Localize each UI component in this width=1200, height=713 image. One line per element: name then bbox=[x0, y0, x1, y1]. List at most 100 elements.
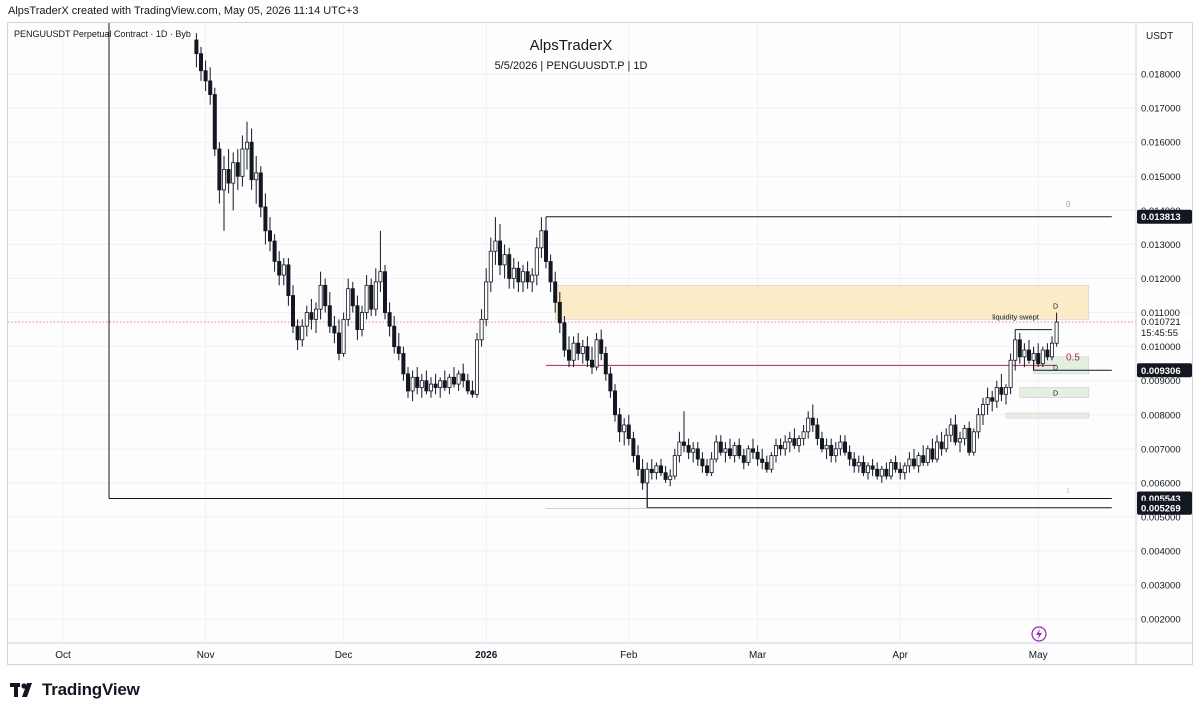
candle-body bbox=[318, 284, 323, 310]
candle-body bbox=[355, 305, 360, 330]
candle bbox=[290, 285, 295, 333]
candle bbox=[516, 261, 521, 293]
candle bbox=[281, 258, 286, 286]
candle bbox=[277, 251, 282, 286]
candle bbox=[737, 438, 742, 460]
candle-body bbox=[217, 148, 222, 191]
candle-body bbox=[511, 267, 516, 279]
candle-body bbox=[603, 353, 608, 375]
candle-body bbox=[249, 141, 254, 181]
chart-title: AlpsTraderX bbox=[530, 37, 613, 54]
y-tick-label: 0.013000 bbox=[1141, 240, 1181, 251]
candle bbox=[1013, 329, 1018, 371]
candle bbox=[419, 373, 424, 398]
candle bbox=[576, 333, 581, 361]
candle-body bbox=[829, 445, 834, 457]
y-tick-label: 0.016000 bbox=[1141, 138, 1181, 149]
candle-body bbox=[755, 451, 760, 460]
candle-body bbox=[898, 468, 903, 474]
candle-body bbox=[313, 308, 318, 320]
x-tick-label: Dec bbox=[335, 650, 353, 661]
candle bbox=[847, 445, 852, 466]
currency-label[interactable]: USDT bbox=[1146, 31, 1173, 42]
candle bbox=[590, 346, 595, 374]
candle bbox=[382, 264, 387, 320]
candle-body bbox=[774, 445, 779, 457]
candle-body bbox=[902, 465, 907, 474]
candle-body bbox=[226, 169, 231, 184]
candle bbox=[521, 264, 526, 293]
candle bbox=[1027, 339, 1032, 364]
time-axis[interactable]: Oct Nov Dec 2026 Feb Mar Apr May bbox=[55, 650, 1047, 661]
candle-body bbox=[254, 172, 259, 181]
candle bbox=[751, 438, 756, 460]
y-tick-label: 0.003000 bbox=[1141, 581, 1181, 592]
candle bbox=[484, 268, 489, 327]
candle-body bbox=[769, 455, 774, 470]
x-tick-label: Apr bbox=[892, 650, 908, 661]
candle-body bbox=[479, 318, 484, 341]
candle bbox=[723, 442, 728, 463]
candle-body bbox=[590, 359, 595, 368]
demand-zone-2 bbox=[1019, 387, 1090, 398]
candle bbox=[916, 452, 921, 473]
candle-body bbox=[723, 448, 728, 453]
candle bbox=[1004, 384, 1009, 405]
candle bbox=[640, 459, 645, 490]
candle-body bbox=[787, 438, 792, 443]
candle-body bbox=[240, 148, 245, 177]
candle-body bbox=[764, 462, 769, 470]
candle-body bbox=[378, 271, 383, 283]
y-tick-label: 0.007000 bbox=[1141, 444, 1181, 455]
candle bbox=[695, 442, 700, 466]
candle-body bbox=[760, 458, 765, 463]
candle bbox=[645, 462, 650, 508]
candle bbox=[728, 438, 733, 460]
candle bbox=[774, 438, 779, 463]
supply-zone bbox=[554, 285, 1090, 320]
candle-body bbox=[405, 373, 410, 392]
candle bbox=[567, 336, 572, 368]
candle-body bbox=[221, 169, 226, 191]
candle-body bbox=[442, 380, 447, 388]
candle-body bbox=[539, 230, 544, 249]
candle bbox=[815, 418, 820, 446]
candle-body bbox=[323, 284, 328, 307]
tradingview-logo[interactable]: TradingView bbox=[10, 680, 140, 700]
candle-body bbox=[1045, 349, 1050, 358]
candle bbox=[608, 367, 613, 398]
candle bbox=[1036, 343, 1041, 368]
price-axis[interactable]: 0.0180000.0170000.0160000.0150000.014000… bbox=[8, 23, 1194, 666]
candle-body bbox=[364, 284, 369, 313]
candle bbox=[801, 424, 806, 446]
candle bbox=[994, 380, 999, 408]
candle bbox=[378, 230, 383, 293]
y-tick-label: 0.008000 bbox=[1141, 410, 1181, 421]
candle bbox=[948, 418, 953, 443]
annotations: liquidity swept 0.5 0 1 D D D bbox=[992, 200, 1080, 642]
zone-tag-label: D bbox=[1053, 391, 1058, 398]
candle-body bbox=[309, 312, 314, 320]
candle-body bbox=[668, 475, 673, 480]
candle-body bbox=[470, 390, 475, 395]
price-tag-bg bbox=[1137, 363, 1192, 378]
candle bbox=[829, 438, 834, 463]
symbol-legend[interactable]: PENGUUSDT Perpetual Contract · 1D · Byb bbox=[14, 29, 191, 39]
candle bbox=[373, 268, 378, 316]
candle-body bbox=[369, 284, 374, 310]
candle-body bbox=[622, 424, 627, 433]
candle-body bbox=[994, 387, 999, 402]
candle-body bbox=[428, 383, 433, 392]
candle-body bbox=[861, 462, 866, 474]
candle bbox=[967, 421, 972, 456]
candle-body bbox=[907, 458, 912, 467]
candle-body bbox=[985, 397, 990, 405]
candle bbox=[474, 333, 479, 398]
candle bbox=[401, 346, 406, 381]
candle bbox=[323, 278, 328, 313]
candle bbox=[810, 404, 815, 432]
candle bbox=[433, 373, 438, 395]
candle bbox=[249, 128, 254, 190]
candle bbox=[939, 431, 944, 456]
